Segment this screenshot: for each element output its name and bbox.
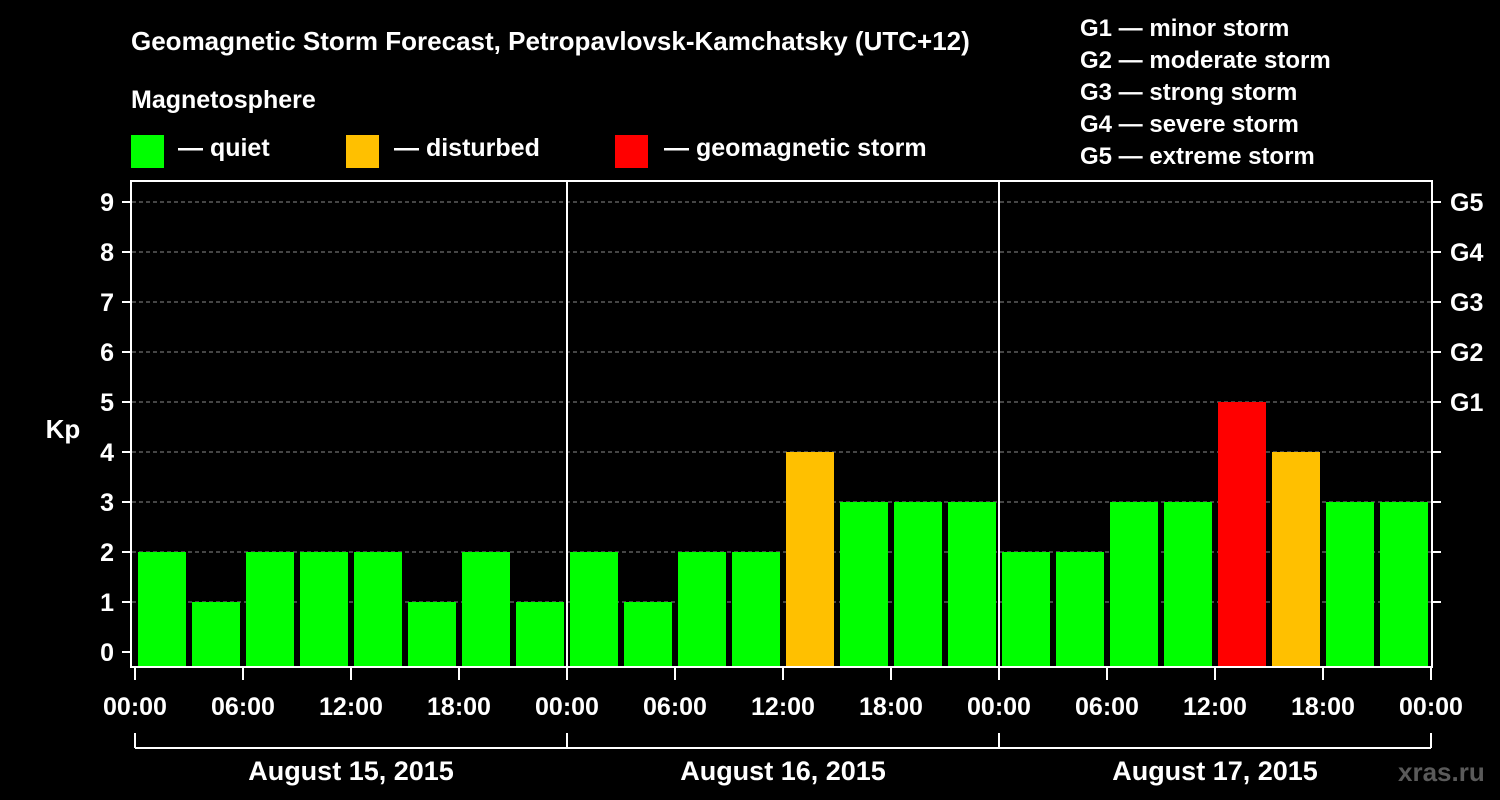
x-tick-label: 00:00 [535,693,599,721]
bar [1272,452,1320,667]
x-tick-label: 00:00 [967,693,1031,721]
bar [948,502,996,667]
y-tick-label: 3 [100,489,114,517]
y-tick-label: 8 [100,239,114,267]
right-axis-label: G2 [1450,339,1483,367]
storm-level-g5: G5 — extreme storm [1080,143,1315,170]
watermark: xras.ru [1398,757,1485,787]
y-axis-label: Kp [46,414,81,444]
legend-label-quiet: — quiet [178,134,270,162]
y-tick-label: 2 [100,539,114,567]
legend-title: Magnetosphere [131,86,316,114]
bar [678,552,726,667]
bar [138,552,186,667]
legend-swatch-quiet [131,135,164,168]
x-tick-label: 06:00 [1075,693,1139,721]
bar [408,602,456,667]
x-tick-label: 00:00 [103,693,167,721]
y-tick-label: 4 [100,439,114,467]
bar [1110,502,1158,667]
legend-label-disturbed: — disturbed [394,134,540,162]
legend-label-storm: — geomagnetic storm [664,134,927,162]
y-tick-label: 0 [100,639,114,667]
y-tick-label: 5 [100,389,114,417]
bar [1002,552,1050,667]
y-tick-label: 7 [100,289,114,317]
x-tick-label: 18:00 [427,693,491,721]
x-tick-label: 12:00 [1183,693,1247,721]
bar [786,452,834,667]
bar [624,602,672,667]
day-label: August 15, 2015 [248,756,454,786]
bar [570,552,618,667]
x-tick-label: 06:00 [211,693,275,721]
y-axis: 0 1 2 3 4 5 6 7 8 9 [100,189,131,667]
bar [192,602,240,667]
chart-title: Geomagnetic Storm Forecast, Petropavlovs… [131,26,970,56]
x-tick-label: 18:00 [1291,693,1355,721]
right-axis-label: G1 [1450,389,1483,417]
bar [1164,502,1212,667]
right-axis-label: G3 [1450,289,1483,317]
bar [300,552,348,667]
x-tick-label: 18:00 [859,693,923,721]
right-axis-label: G5 [1450,189,1483,217]
x-tick-label: 12:00 [319,693,383,721]
storm-level-g2: G2 — moderate storm [1080,47,1331,74]
bar [246,552,294,667]
x-tick-label: 06:00 [643,693,707,721]
bar [1326,502,1374,667]
storm-level-g4: G4 — severe storm [1080,111,1299,138]
bar [462,552,510,667]
x-tick-label: 12:00 [751,693,815,721]
y-tick-label: 6 [100,339,114,367]
bar [1380,502,1428,667]
day-dividers [566,181,1000,667]
day-label: August 17, 2015 [1112,756,1318,786]
y-tick-label: 1 [100,589,114,617]
bar [894,502,942,667]
right-axis: G1 G2 G3 G4 G5 [1432,189,1483,603]
bar [840,502,888,667]
bars [138,402,1428,667]
bar [732,552,780,667]
bar [1218,402,1266,667]
day-label: August 16, 2015 [680,756,886,786]
legend-swatch-storm [615,135,648,168]
plot-frame [130,180,1433,668]
x-tick-label: 00:00 [1399,693,1463,721]
right-axis-label: G4 [1450,239,1483,267]
storm-level-g1: G1 — minor storm [1080,15,1290,42]
bar [516,602,564,667]
bar [354,552,402,667]
storm-level-g3: G3 — strong storm [1080,79,1298,106]
x-axis: 00:00 06:00 12:00 18:00 00:00 06:00 12:00 18:00… [103,667,1463,786]
bar [1056,552,1104,667]
legend-swatch-disturbed [346,135,379,168]
y-tick-label: 9 [100,189,114,217]
